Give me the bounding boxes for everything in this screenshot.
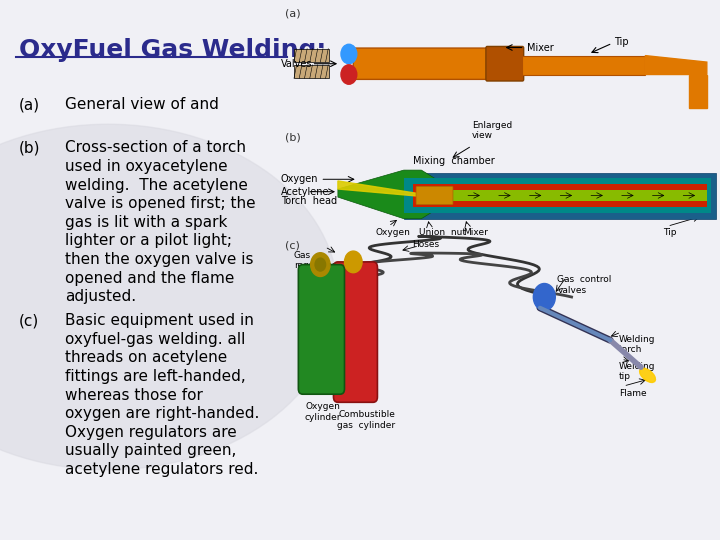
Text: (a): (a) — [285, 8, 301, 18]
Circle shape — [315, 258, 325, 271]
FancyBboxPatch shape — [294, 65, 329, 78]
Text: (a): (a) — [19, 97, 40, 112]
Polygon shape — [338, 181, 417, 196]
FancyBboxPatch shape — [404, 178, 711, 213]
Text: Mixer: Mixer — [463, 228, 488, 237]
Text: Basic equipment used in
oxyfuel-gas welding. all
threads on acetylene
fittings a: Basic equipment used in oxyfuel-gas weld… — [65, 313, 259, 477]
Text: Gas
regulators: Gas regulators — [294, 251, 341, 271]
FancyBboxPatch shape — [354, 48, 490, 79]
FancyBboxPatch shape — [523, 56, 645, 75]
Text: Cross-section of a torch
used in oxyacetylene
welding.  The acetylene
valve is o: Cross-section of a torch used in oxyacet… — [65, 140, 256, 304]
FancyBboxPatch shape — [333, 262, 377, 402]
Text: Oxygen: Oxygen — [281, 174, 318, 184]
Text: General view of and: General view of and — [65, 97, 219, 112]
Text: Mixer: Mixer — [527, 43, 554, 52]
Text: (b): (b) — [285, 132, 301, 143]
Text: Gas  control
valves: Gas control valves — [557, 275, 612, 295]
Circle shape — [310, 253, 330, 276]
Text: Oxygen: Oxygen — [375, 228, 410, 237]
FancyBboxPatch shape — [298, 265, 344, 394]
Text: Flame: Flame — [619, 389, 647, 398]
Text: Torch  head: Torch head — [281, 196, 337, 206]
FancyBboxPatch shape — [413, 184, 707, 207]
Polygon shape — [689, 75, 707, 108]
Text: Union  nut: Union nut — [419, 228, 466, 237]
FancyBboxPatch shape — [421, 190, 707, 201]
Text: Combustible
gas  cylinder: Combustible gas cylinder — [338, 410, 395, 430]
Text: Welding
torch: Welding torch — [619, 335, 655, 354]
Circle shape — [341, 65, 357, 84]
Text: Mixing  chamber: Mixing chamber — [413, 156, 495, 166]
Text: (b): (b) — [19, 140, 40, 156]
Circle shape — [341, 44, 357, 64]
Text: Valves: Valves — [281, 59, 312, 69]
Text: Welding
tip: Welding tip — [619, 362, 655, 381]
Text: Hoses: Hoses — [413, 240, 440, 249]
Polygon shape — [338, 170, 435, 219]
Text: Tip: Tip — [613, 37, 629, 47]
Circle shape — [0, 124, 338, 470]
Text: Enlarged
view: Enlarged view — [472, 121, 512, 140]
FancyBboxPatch shape — [404, 173, 716, 219]
Text: Acetylene: Acetylene — [281, 187, 329, 197]
Text: Oxygen
cylinder: Oxygen cylinder — [305, 402, 341, 422]
Circle shape — [344, 251, 362, 273]
Ellipse shape — [639, 368, 655, 382]
FancyBboxPatch shape — [486, 46, 523, 81]
Circle shape — [534, 284, 555, 310]
Text: (c): (c) — [285, 240, 300, 251]
Polygon shape — [645, 56, 707, 75]
Text: OxyFuel Gas Welding:: OxyFuel Gas Welding: — [19, 38, 326, 62]
Text: (c): (c) — [19, 313, 39, 328]
Text: Tip: Tip — [663, 228, 676, 237]
FancyBboxPatch shape — [416, 186, 453, 205]
FancyBboxPatch shape — [294, 49, 329, 62]
